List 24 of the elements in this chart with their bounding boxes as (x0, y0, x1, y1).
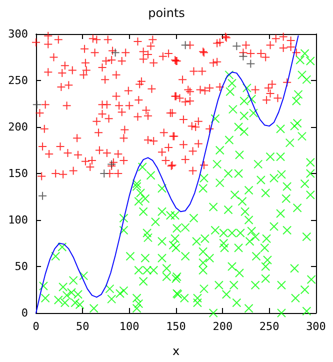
y-tick-label: 150 (8, 167, 28, 180)
y-tick-label: 300 (8, 28, 28, 40)
x-tick-label: 0 (32, 320, 40, 333)
point (238, 52, 248, 61)
point (38, 191, 48, 200)
x-tick-label: 50 (76, 320, 90, 333)
y-tick-label: 0 (21, 306, 28, 320)
point (180, 40, 190, 50)
x-axis-title: x (172, 344, 180, 358)
point (246, 59, 256, 68)
y-tick-label: 200 (8, 120, 28, 134)
x-tick-label: 300 (306, 320, 326, 333)
y-tick-label: 50 (14, 260, 28, 273)
point (32, 100, 42, 110)
point (110, 48, 120, 58)
x-tick-label: 250 (259, 320, 280, 333)
x-tick-label: 200 (212, 320, 233, 333)
y-tick-label: 100 (8, 214, 28, 226)
point (100, 169, 109, 178)
chart-title: points (148, 6, 185, 20)
point (232, 42, 242, 51)
x-tick-label: 100 (119, 320, 140, 333)
y-tick-label: 250 (8, 74, 28, 87)
x-tick-label: 150 (166, 320, 186, 333)
